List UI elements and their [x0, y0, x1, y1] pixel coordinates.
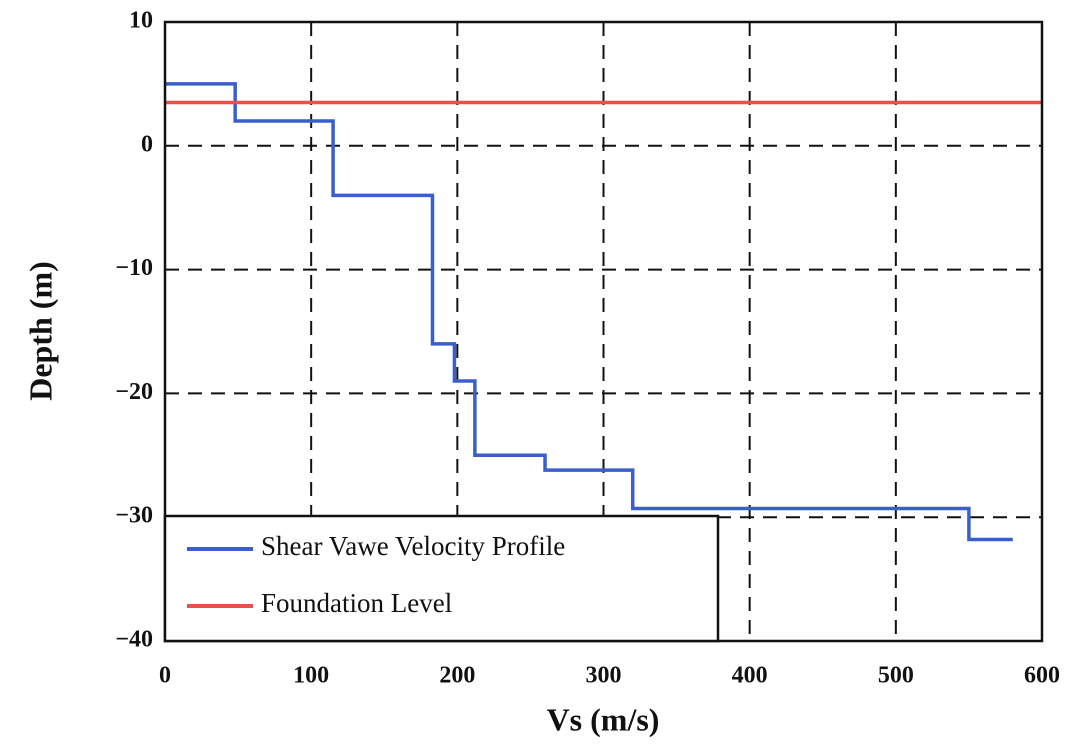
y-tick-label: 10: [129, 8, 153, 34]
x-tick-label: 600: [1024, 663, 1060, 689]
x-tick-label: 400: [732, 663, 768, 689]
y-tick-label: 0: [141, 131, 153, 157]
x-tick-label: 100: [293, 663, 329, 689]
legend-box: [163, 514, 720, 643]
legend-label: Foundation Level: [261, 588, 452, 618]
x-tick-label: 300: [586, 663, 622, 689]
y-tick-label: −30: [115, 503, 153, 529]
y-axis-label: Depth (m): [22, 261, 58, 401]
series-line: [165, 82, 1013, 542]
y-tick-label: −40: [115, 627, 153, 653]
x-tick-label: 200: [439, 663, 475, 689]
x-tick-label: 0: [159, 663, 171, 689]
legend-label: Shear Vawe Velocity Profile: [261, 531, 565, 561]
x-axis-label: Vs (m/s): [547, 701, 660, 737]
y-tick-label: −20: [115, 379, 153, 405]
y-tick-label: −10: [115, 255, 153, 281]
x-tick-label: 500: [878, 663, 914, 689]
